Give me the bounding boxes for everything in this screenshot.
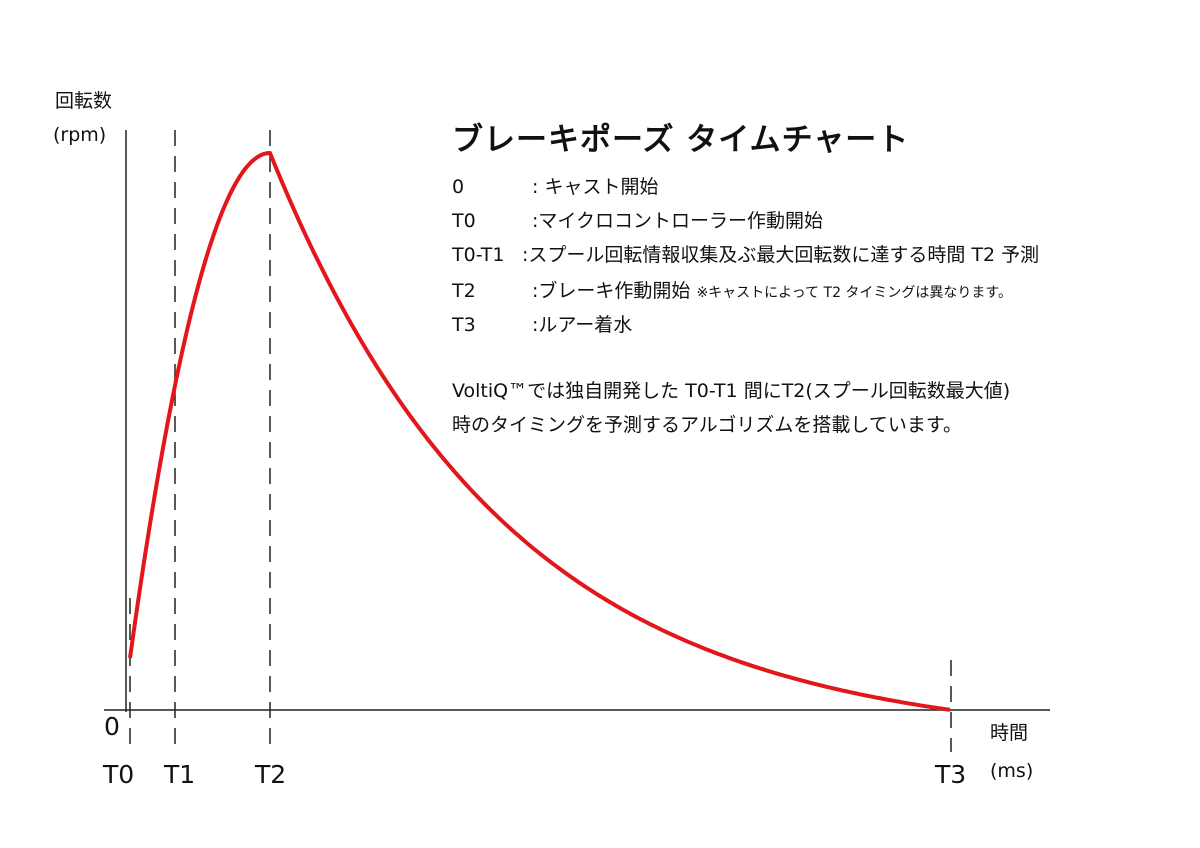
legend-text: : キャスト開始 [532, 176, 659, 198]
legend-item: T0 :マイクロコントローラー作動開始 [452, 206, 823, 233]
legend-text: :スプール回転情報収集及ぶ最大回転数に達する時間 T2 予測 [522, 244, 1040, 266]
x-axis-label: 時間 [990, 722, 1029, 744]
rpm-curve [128, 151, 951, 712]
tick-label-T0: T0 [103, 760, 135, 789]
description-line: 時のタイミングを予測するアルゴリズムを搭載しています。 [452, 414, 962, 436]
legend-text: :マイクロコントローラー作動開始 [532, 210, 824, 232]
legend-text: :ルアー着水 [532, 314, 633, 336]
y-axis-unit: (rpm) [53, 124, 107, 146]
legend-note: ※キャストによって T2 タイミングは異なります。 [696, 285, 1013, 301]
tick-label-T2: T2 [255, 760, 287, 789]
legend-item: T0-T1 :スプール回転情報収集及ぶ最大回転数に達する時間 T2 予測 [452, 240, 1039, 267]
chart-title: ブレーキポーズ タイムチャート [452, 122, 910, 158]
legend-key: 0 [452, 176, 465, 198]
legend-item: 0 : キャスト開始 [452, 172, 658, 199]
legend-item: T3 :ルアー着水 [452, 310, 632, 337]
y-axis-label: 回転数 [55, 90, 113, 112]
description-line: VoltiQ™では独自開発した T0-T1 間にT2(スプール回転数最大値) [452, 380, 1011, 402]
legend-text: :ブレーキ作動開始 [532, 280, 691, 302]
tick-label-T1: T1 [164, 760, 196, 789]
origin-label: 0 [104, 712, 120, 741]
legend-key: T0-T1 [452, 244, 505, 266]
legend-item: T2 :ブレーキ作動開始 ※キャストによって T2 タイミングは異なります。 [452, 276, 1012, 303]
tick-label-T3: T3 [935, 760, 967, 789]
x-axis-unit: (ms) [990, 760, 1034, 782]
legend-key: T3 [452, 314, 476, 336]
legend-key: T0 [452, 210, 476, 232]
legend-key: T2 [452, 280, 476, 302]
